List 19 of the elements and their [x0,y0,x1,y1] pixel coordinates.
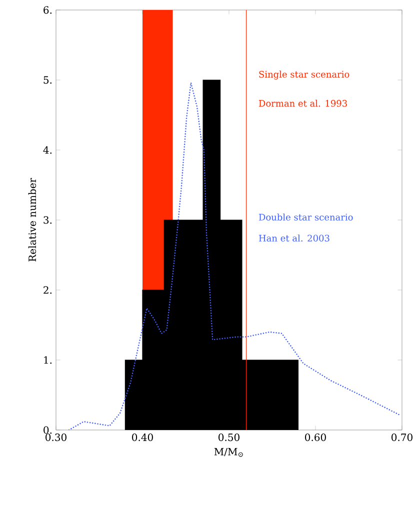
y-tick-label: 2. [44,286,52,294]
annotation: Single star scenario [259,70,350,80]
y-tick-label: 5. [44,76,52,84]
y-tick-label: 0. [44,426,52,434]
y-tick-label: 4. [43,146,52,154]
x-axis-title: M/M$_{⊙}$ [214,448,243,457]
x-tick-label: 0.40 [132,434,153,442]
annotation: Han et al. 2003 [258,234,330,242]
annotation: Dorman et al. 1993 [258,100,347,107]
x-tick-label: 0.60 [305,434,326,442]
annotation: Double star scenario [258,214,353,221]
y-tick-label: 3. [44,216,52,224]
x-tick-label: 0.50 [218,434,240,442]
x-tick-label: 0.30 [46,434,66,442]
line-series [68,82,401,430]
y-tick-label: 1. [44,356,52,364]
y-axis-title: Relative number [28,178,36,262]
x-tick-label: 0.70 [392,434,412,442]
y-tick-label: 6. [44,6,52,14]
